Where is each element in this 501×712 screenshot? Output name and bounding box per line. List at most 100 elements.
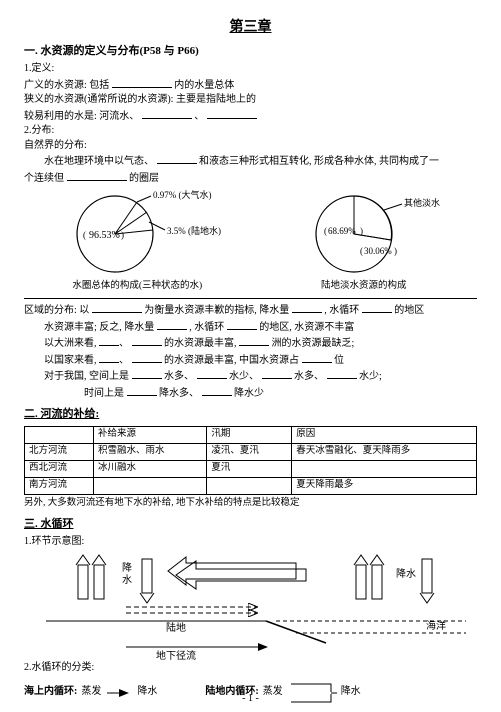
svg-text:海洋: 海洋 [426,619,446,632]
blank [362,302,392,313]
blank [92,302,142,313]
blank [292,302,322,313]
r5e: 水少; [359,371,382,382]
blank [132,335,162,346]
sec1-l8a: 个连续但 [24,173,64,184]
sec1-l4a: 较易利用的水是: 河流水、 [24,111,139,122]
pie1-a: ( [83,230,86,240]
pie-right: ( 68.69% ) ( 30.06% ) 其他淡水 [264,190,464,278]
blank [67,170,127,181]
sec1-l1: 1.定义: [24,62,477,77]
blank [99,335,119,346]
row1b: 积雪融水、雨水 [94,443,207,460]
pie2-a: 68.69% [328,226,356,236]
pie1-b: 0.97% (大气水) [153,190,212,200]
svg-text:): ) [121,230,124,240]
row3d: 夏天降雨最多 [292,477,477,494]
r6c: 降水少 [234,388,264,399]
sec1-l7b: 和液态三种形式相互转化, 形成各种水体, 共同构成了一 [199,156,439,167]
blank [112,77,172,88]
r3c: 洲的水资源最缺乏; [272,338,355,349]
blank [197,368,227,379]
r1d: 的地区 [394,305,424,316]
blank [327,368,357,379]
r4b: 的水资源最丰富, 中国水资源占 [164,355,299,366]
row3b [94,477,207,494]
r5a: 对于我国, 空间上是 [44,371,129,382]
pie1-a-val: 96.53% [89,230,120,241]
blank [132,368,162,379]
pie-row: ( 96.53% ) 0.97% (大气水) 3.5% (陆地水) 水圈总体的构… [24,190,477,294]
r2: 水资源丰富; 反之, 降水量 [44,322,154,333]
svg-text:): ) [394,246,397,256]
row1c: 凌汛、夏汛 [207,443,292,460]
svg-text:): ) [360,226,363,236]
blank [132,352,162,363]
r6b: 降水多、 [159,388,199,399]
sec1-l2a: 广义的水资源: 包括 [24,80,109,91]
r1a: 区域的分布: 以 [24,305,89,316]
row3c [207,477,292,494]
pie-left-caption: 水圈总体的构成(三种状态的水) [37,280,237,294]
blank [99,352,119,363]
sec1-l3: 狭义的水资源(通常所说的水资源): 主要是指陆地上的 [24,93,477,108]
page-number: - 1 - [0,692,501,707]
blank [157,153,197,164]
row3a: 南方河流 [25,477,94,494]
row2b: 冰川融水 [94,460,207,477]
blank [127,385,157,396]
sec2-note: 另外, 大多数河流还有地下水的补给, 地下水补给的特点是比较稳定 [24,497,477,511]
sec2-heading: 二. 河流的补给: [24,407,477,423]
svg-text:陆地: 陆地 [166,621,186,634]
sec1-heading: 一. 水资源的定义与分布(P58 与 P66) [24,44,477,60]
row2a: 西北河流 [25,460,94,477]
blank [262,368,292,379]
sec1-l6: 自然界的分布: [24,139,477,154]
svg-text:水: 水 [122,574,132,586]
blank [302,352,332,363]
svg-text:降: 降 [122,561,132,574]
sec1-l8b: 的圈层 [129,173,159,184]
r3b: 的水资源最丰富, [164,338,237,349]
sec1-l4b: 、 [194,111,204,122]
th2: 汛期 [207,426,292,443]
svg-text:(: ( [360,246,363,256]
pie-right-caption: 陆地淡水资源的构成 [264,280,464,294]
pie-left: ( 96.53% ) 0.97% (大气水) 3.5% (陆地水) [37,190,237,278]
r3a: 以大洲来看, [44,338,97,349]
blank [207,108,257,119]
r5d: 水多、 [294,371,324,382]
blank [142,108,192,119]
pie1-c: 3.5% (陆地水) [167,225,221,236]
r4c: 位 [334,355,344,366]
sec1-l2b: 内的水量总体 [174,80,234,91]
row1d: 春天冰雪融化、夏天降雨多 [292,443,477,460]
r1b: 为衡量水资源丰歉的指标, 降水量 [144,305,289,316]
r5c: 水少、 [229,371,259,382]
water-cycle-diagram: 降 水 降水 陆地 海洋 地下径流 [26,551,476,661]
blank [202,385,232,396]
r5b: 水多、 [164,371,194,382]
r2b: , 水循环 [189,322,224,333]
r6a: 时间上是 [84,388,124,399]
row1a: 北方河流 [25,443,94,460]
th1: 补给来源 [94,426,207,443]
blank [227,319,257,330]
page-title: 第三章 [24,18,477,38]
sec3-l2: 2.水循环的分类: [24,661,477,676]
blank [239,335,269,346]
r4a: 以国家来看, [44,355,97,366]
sec1-l7a: 水在地理环境中以气态、 [44,156,154,167]
row2d [292,460,477,477]
sec1-l5: 2.分布: [24,124,477,139]
row2c: 夏汛 [207,460,292,477]
svg-text:(: ( [324,226,327,236]
r1c: , 水循环 [324,305,359,316]
sec3-l1: 1.环节示意图: [24,535,477,550]
pie2-b: 30.06% [364,246,392,256]
r2c: 的地区, 水资源不丰富 [259,322,354,333]
table-rivers: 补给来源 汛期 原因 北方河流 积雪融水、雨水 凌汛、夏汛 春天冰雪融化、夏天降… [24,426,477,495]
blank [157,319,187,330]
pie2-c: 其他淡水 [404,197,440,208]
sec3-heading: 三. 水循环 [24,517,477,533]
